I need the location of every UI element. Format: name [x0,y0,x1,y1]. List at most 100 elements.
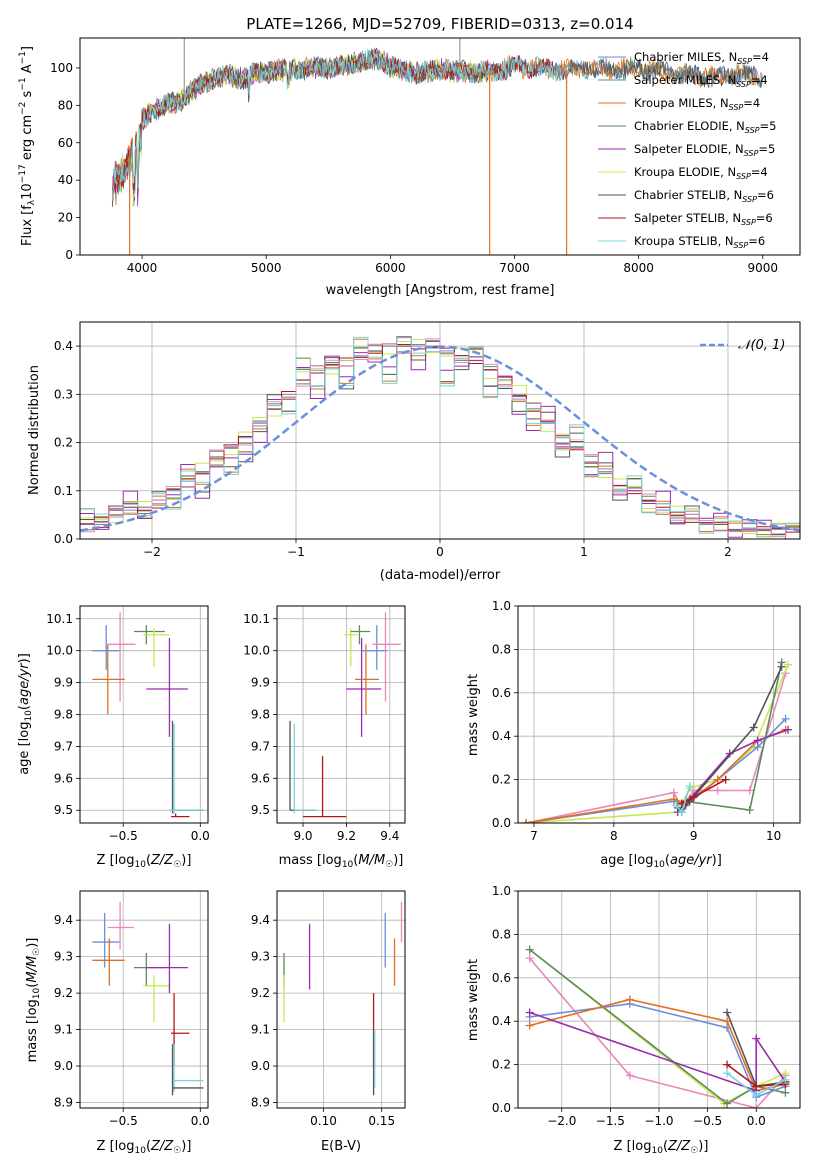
weight-marker [781,714,790,723]
weight-marker [752,1082,761,1091]
weight-marker [784,725,793,734]
y-tick-label: 0.0 [492,1101,511,1115]
weight-series [529,1011,787,1092]
y-tick-label: 9.2 [54,986,73,1000]
mass-z-ylabel: mass [log10(M/M☉)] [25,938,42,1063]
spectrum-xlabel: wavelength [Angstrom, rest frame] [326,283,555,298]
x-tick-label: 10 [766,829,781,843]
weight-marker [625,995,634,1004]
mass-vs-ebv-panel: 0.10 0.15 8.9 9.0 9.1 9.2 9.3 9.4 [251,890,406,1128]
axes-frame [79,605,209,824]
y-tick-label: 0.8 [492,927,511,941]
errorbars [283,901,403,1096]
axes-frame [79,37,801,256]
spectrum-series [112,48,564,193]
spectrum-ylabel: Flux [fλ10−17 erg cm−2 s−1 A−1] [18,46,37,246]
mass-z-xlabel: Z [log10(Z/Z☉)] [97,1139,192,1156]
weight-marker [672,801,681,810]
legend-label: Kroupa ELODIE, NSSP=4 [634,165,768,181]
y-tick-label: 0.4 [492,729,511,743]
y-tick-label: 9.5 [54,803,73,817]
figure-title: PLATE=1266, MJD=52709, FIBERID=0313, z=0… [246,15,633,33]
y-tick-label: 9.5 [251,803,270,817]
y-tick-label: 9.0 [251,1059,270,1073]
weight-marker [689,792,698,801]
y-tick-label: 8.9 [54,1096,73,1110]
spectrum-panel: 4000 5000 6000 7000 8000 9000 0 20 40 60 80 100 [50,37,801,275]
weight-marker [749,723,758,732]
y-tick-label: 10.0 [46,644,73,658]
y-tick-label: 10.1 [243,612,270,626]
massweight-vs-metallicity-panel: −2.0 −1.5 −1.0 −0.5 0.0 0.0 0.2 0.4 0.6 0.8 1.0 [492,884,801,1128]
legend-label: Salpeter MILES, NSSP=4 [634,73,768,89]
axes-frame [517,890,801,1109]
x-tick-label: −2.0 [547,1114,576,1128]
x-tick-label: −0.5 [693,1114,722,1128]
y-tick-label: 9.6 [251,771,270,785]
weight-marker [753,736,762,745]
y-tick-label: 0.0 [492,816,511,830]
x-tick-label: −0.5 [109,829,138,843]
age-mass-xlabel: mass [log10(M/M☉)] [279,853,404,870]
x-tick-label: 4000 [127,261,158,275]
weight-marker [713,786,722,795]
weight-marker [723,1060,732,1069]
y-tick-label: 10.1 [46,612,73,626]
y-tick-label: 20 [58,211,73,225]
weight-series [529,948,786,1105]
y-tick-label: 0.2 [492,1058,511,1072]
y-tick-label: 80 [58,98,73,112]
weight-marker [723,1069,732,1078]
x-tick-label: 8000 [623,261,654,275]
x-tick-label: 0.0 [747,1114,766,1128]
weight-marker [521,819,530,823]
weight-marker [781,1075,790,1084]
y-tick-label: 0.4 [54,339,73,353]
weight-lines [525,945,790,1108]
weight-marker [752,1090,761,1099]
axes-frame [276,605,406,824]
legend-label: Salpeter ELODIE, NSSP=5 [634,142,775,158]
spectrum-lines [111,38,763,255]
x-tick-label: 5000 [251,261,282,275]
x-tick-label: 0.10 [310,1114,337,1128]
y-tick-label: 9.4 [54,913,73,927]
weight-marker [721,775,730,784]
mass-vs-metallicity-panel: −0.5 0.0 8.9 9.0 9.1 9.2 9.3 9.4 [54,890,210,1128]
x-tick-label: 0 [436,545,444,559]
axes-frame [79,890,209,1109]
weight-marker [752,1034,761,1043]
age-z-xlabel: Z [log10(Z/Z☉)] [97,853,192,870]
x-tick-label: 9000 [747,261,778,275]
weight-marker [784,660,793,669]
y-tick-label: 1.0 [492,884,511,898]
legend-label: Chabrier STELIB, NSSP=6 [634,188,774,204]
weight-series [525,664,789,823]
x-tick-label: 7000 [499,261,530,275]
residuals-ylabel: Normed distribution [27,365,42,495]
y-tick-label: 9.3 [54,950,73,964]
y-tick-label: 0.2 [492,773,511,787]
y-tick-label: 100 [50,61,73,75]
weight-series [681,778,727,805]
x-tick-label: 2 [724,545,732,559]
weight-marker [713,775,722,784]
weight-marker [723,1008,732,1017]
age-vs-metallicity-panel: −0.5 0.0 9.5 9.6 9.7 9.8 9.9 10.0 10.1 [46,605,210,843]
y-tick-label: 0.6 [492,971,511,985]
y-tick-label: 8.9 [251,1096,270,1110]
errorbars [92,612,204,818]
y-tick-label: 0.0 [54,532,73,546]
y-tick-label: 9.8 [251,708,270,722]
axes-frame [276,890,406,1109]
spectrum-series [111,48,564,202]
age-z-ylabel: age [log10(age/yr)] [17,653,34,775]
y-tick-label: 0.3 [54,387,73,401]
y-tick-label: 0 [65,248,73,262]
x-tick-label: −1.0 [644,1114,673,1128]
legend-label: Salpeter STELIB, NSSP=6 [634,211,773,227]
y-tick-label: 10.0 [243,644,270,658]
errorbars [92,901,204,1096]
y-tick-label: 0.2 [54,436,73,450]
